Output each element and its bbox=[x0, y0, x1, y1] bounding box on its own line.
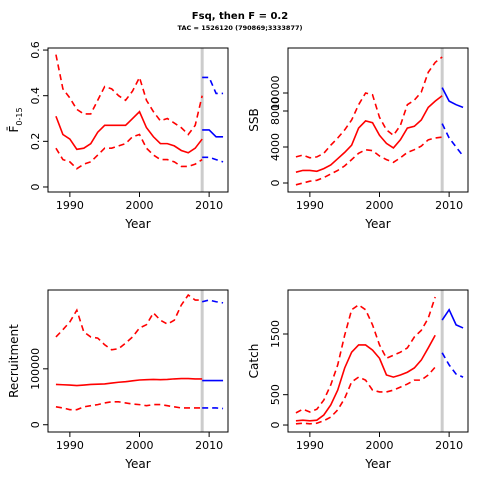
x-axis-label: Year bbox=[364, 217, 390, 231]
series-line bbox=[202, 76, 224, 95]
x-tick-label: 2000 bbox=[365, 199, 393, 212]
x-tick-label: 1990 bbox=[56, 439, 84, 452]
x-tick-label: 1990 bbox=[296, 439, 324, 452]
x-tick-label: 1990 bbox=[296, 199, 324, 212]
series-line bbox=[201, 299, 224, 304]
x-tick-label: 2000 bbox=[125, 439, 153, 452]
y-axis-label: SSB bbox=[247, 108, 261, 131]
y-tick-label: 100000 bbox=[29, 348, 42, 390]
series-line bbox=[202, 129, 224, 138]
x-tick-label: 2010 bbox=[195, 439, 223, 452]
x-tick-label: 2010 bbox=[435, 439, 463, 452]
y-tick-label: 0 bbox=[269, 422, 282, 429]
plot-box bbox=[287, 47, 469, 193]
y-axis-label-main: SSB bbox=[247, 108, 261, 131]
x-tick-label: 1990 bbox=[56, 199, 84, 212]
figure-title: Fsq, then F = 0.2 bbox=[192, 11, 288, 22]
series-line bbox=[55, 133, 203, 170]
series-line bbox=[441, 308, 464, 329]
series-line bbox=[202, 156, 224, 163]
x-axis-label: Year bbox=[124, 457, 150, 471]
y-axis-label-sub: 0-15 bbox=[15, 107, 24, 125]
series-line bbox=[295, 334, 436, 422]
y-tick-label: 0 bbox=[29, 421, 42, 428]
series-line bbox=[55, 54, 203, 136]
x-axis-label: Year bbox=[364, 457, 390, 471]
x-tick-label: 2000 bbox=[365, 439, 393, 452]
plot-box bbox=[47, 47, 229, 193]
plot-box bbox=[287, 289, 469, 433]
series-line bbox=[55, 377, 203, 387]
series-line bbox=[202, 407, 224, 410]
y-tick-label: 0.6 bbox=[29, 41, 42, 59]
y-tick-label: 0 bbox=[29, 183, 42, 190]
x-tick-label: 2000 bbox=[125, 199, 153, 212]
series-line bbox=[55, 293, 203, 351]
y-tick-label: 500 bbox=[269, 384, 282, 405]
series-line bbox=[295, 95, 443, 173]
y-tick-label: 1500 bbox=[269, 320, 282, 348]
series-line bbox=[441, 87, 464, 109]
series-line bbox=[295, 366, 436, 425]
y-tick-label: 0 bbox=[269, 180, 282, 187]
series-line bbox=[441, 123, 464, 157]
y-axis-label: Recruitment bbox=[7, 324, 21, 398]
series-line bbox=[295, 136, 443, 186]
y-tick-label: 0.4 bbox=[29, 87, 42, 105]
plot-box bbox=[47, 289, 229, 433]
figure-subtitle: TAC = 1526120 (790869;3333877) bbox=[178, 24, 303, 32]
series-line bbox=[55, 401, 203, 411]
y-axis-label: F̄0-15 bbox=[7, 107, 24, 132]
x-tick-label: 2010 bbox=[435, 199, 463, 212]
y-tick-label: 10000 bbox=[269, 76, 282, 111]
series-line bbox=[55, 110, 203, 154]
y-tick-label: 8000 bbox=[269, 97, 282, 125]
x-tick-label: 2010 bbox=[195, 199, 223, 212]
y-tick-label: 0.2 bbox=[29, 133, 42, 151]
series-line bbox=[295, 296, 436, 414]
y-tick-label: 4000 bbox=[269, 133, 282, 161]
series-line bbox=[295, 56, 443, 159]
y-axis-label: Catch bbox=[247, 344, 261, 379]
y-axis-label-main: Catch bbox=[247, 344, 261, 379]
y-axis-label-main: Recruitment bbox=[7, 324, 21, 398]
y-axis-label-main: F̄ bbox=[7, 126, 21, 133]
x-axis-label: Year bbox=[124, 217, 150, 231]
